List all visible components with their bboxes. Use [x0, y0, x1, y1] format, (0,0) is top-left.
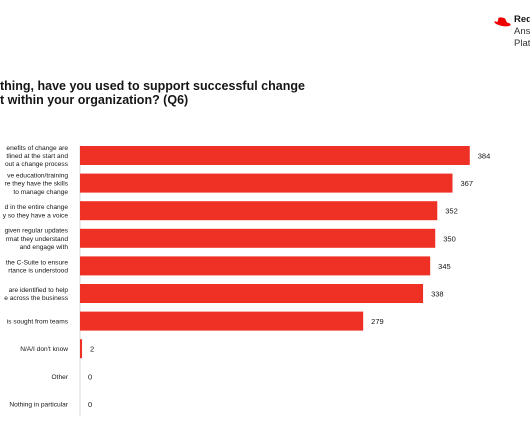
brand-line-1: Red — [514, 14, 530, 25]
category-label: d in the entire change — [5, 204, 69, 211]
data-label: 350 — [443, 234, 456, 243]
bar — [80, 339, 83, 359]
bar — [80, 146, 470, 165]
data-label: 338 — [431, 290, 444, 299]
category-label: rmat they understand — [6, 236, 69, 243]
bar — [80, 173, 453, 193]
category-label: the C-Suite to ensure — [6, 259, 69, 266]
category-label: N/A/I don't know — [20, 346, 68, 353]
category-label: out a change process — [5, 161, 69, 168]
data-label: 345 — [438, 262, 451, 271]
category-label: Nothing in particular — [9, 401, 68, 408]
category-label: given regular updates — [5, 228, 69, 235]
brand-line-3: Plat — [514, 38, 530, 49]
chart-title: thing, have you used to support successf… — [0, 79, 530, 107]
brand-logo: Red Ans Plat — [494, 14, 530, 54]
chart-title-line-2: t within your organization? (Q6) — [0, 93, 189, 107]
data-label: 0 — [88, 372, 92, 381]
data-label: 367 — [461, 179, 474, 188]
brand-line-2: Ans — [514, 26, 530, 37]
data-label: 279 — [371, 317, 384, 326]
category-label: Other — [52, 374, 69, 381]
data-label: 352 — [445, 207, 458, 216]
category-label: y so they have a voice — [3, 212, 69, 219]
category-label: ve education/training — [7, 172, 68, 179]
category-label: to manage change — [13, 189, 68, 196]
bar — [80, 256, 431, 276]
category-label: rtance is understood — [8, 268, 68, 275]
category-label: are identified to help — [9, 287, 69, 294]
red-hat-icon — [494, 17, 511, 27]
bar — [80, 311, 364, 331]
chart-title-line-1: thing, have you used to support successf… — [0, 79, 305, 93]
category-label: re they have the skills — [5, 181, 69, 188]
data-label: 384 — [478, 152, 491, 161]
bar — [80, 284, 424, 303]
bar — [80, 228, 436, 248]
bar — [80, 201, 438, 221]
data-label: 0 — [88, 400, 92, 409]
category-label: and engage with — [20, 244, 69, 251]
data-label: 2 — [90, 345, 94, 354]
category-label: enefits of change are — [6, 145, 68, 152]
category-label: is sought from teams — [7, 319, 69, 326]
category-label: e across the business — [4, 295, 68, 302]
category-label: tlined at the start and — [6, 153, 68, 160]
